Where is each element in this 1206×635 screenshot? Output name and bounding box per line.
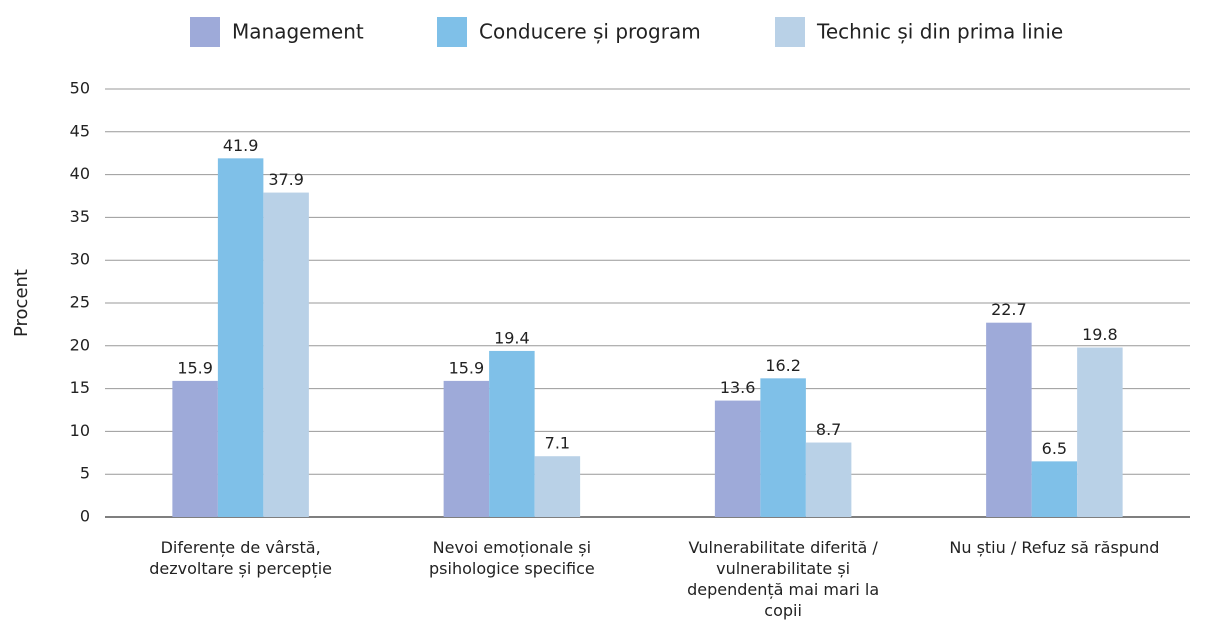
data-label: 19.4 — [494, 328, 530, 347]
bar — [760, 378, 806, 517]
bar — [172, 380, 218, 517]
data-label: 7.1 — [545, 434, 570, 453]
y-tick-label: 0 — [80, 507, 90, 526]
data-label: 22.7 — [991, 300, 1027, 319]
data-label: 6.5 — [1042, 439, 1067, 458]
data-label: 19.8 — [1082, 325, 1118, 344]
bar — [1031, 461, 1078, 517]
bar — [714, 400, 761, 517]
x-tick-label: Nevoi emoționale și psihologice specific… — [429, 538, 595, 578]
y-tick-label: 40 — [70, 164, 90, 183]
y-tick-label: 25 — [70, 293, 90, 312]
data-label: 13.6 — [720, 378, 756, 397]
data-label: 16.2 — [765, 356, 801, 375]
y-axis-label: Procent — [11, 269, 32, 337]
bar — [805, 442, 852, 517]
y-tick-label: 45 — [70, 121, 90, 140]
legend-swatch — [437, 17, 467, 47]
bar — [1077, 347, 1123, 517]
data-label: 41.9 — [223, 136, 259, 155]
legend-label: Management — [232, 20, 364, 44]
y-tick-label: 35 — [70, 207, 90, 226]
legend-swatch — [775, 17, 805, 47]
bar — [534, 456, 581, 517]
data-label: 37.9 — [268, 170, 304, 189]
y-tick-label: 15 — [70, 378, 90, 397]
bar — [489, 350, 535, 517]
x-tick-label: Diferențe de vârstă, dezvoltare și perce… — [149, 538, 333, 578]
y-tick-label: 10 — [70, 421, 90, 440]
data-label: 8.7 — [816, 420, 841, 439]
legend-label: Technic și din prima linie — [816, 20, 1063, 44]
bar — [986, 322, 1032, 517]
data-label: 15.9 — [177, 358, 213, 377]
legend-swatch — [190, 17, 220, 47]
bar — [263, 192, 309, 518]
bar — [443, 380, 490, 517]
y-tick-label: 5 — [80, 464, 90, 483]
legend-label: Conducere și program — [479, 20, 701, 44]
x-tick-label: Nu știu / Refuz să răspund — [949, 538, 1160, 557]
bar — [217, 158, 264, 517]
y-tick-label: 50 — [70, 79, 90, 98]
y-tick-label: 30 — [70, 250, 90, 269]
y-tick-label: 20 — [70, 335, 90, 354]
x-tick-label: Vulnerabilitate diferită / vulnerabilita… — [687, 538, 880, 620]
data-label: 15.9 — [449, 358, 485, 377]
